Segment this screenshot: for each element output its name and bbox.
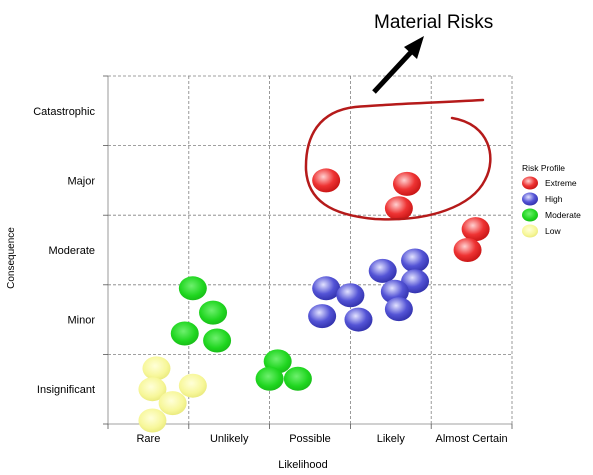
risk-point-moderate [199,300,228,325]
risk-point-low [178,373,207,398]
risk-point-high [344,307,373,332]
x-tick-label: Possible [289,433,331,445]
risk-point-high [308,304,337,329]
risk-point-high [312,276,341,301]
risk-point-extreme [384,196,413,221]
material-risks-outline [304,98,492,221]
legend-label-extreme: Extreme [545,178,577,188]
risk-point-moderate [203,328,232,353]
legend-label-low: Low [545,226,561,236]
legend-marker-moderate [522,208,538,222]
risk-point-extreme [453,238,482,262]
material-risks-arrow-head [404,36,424,59]
risk-point-high [336,283,365,308]
y-tick-label: Major [67,175,95,187]
risk-point-high [401,269,430,294]
legend: Risk Profile Extreme High Moderate Low [522,163,581,238]
legend-label-moderate: Moderate [545,210,581,220]
risk-point-low [138,377,167,402]
risk-point-high [384,297,413,322]
risk-point-high [368,258,397,283]
risk-point-extreme [461,217,490,242]
y-tick-label: Minor [67,315,95,327]
risk-point-extreme [312,168,341,193]
risk-point-low [142,356,171,381]
risk-point-low [158,391,187,416]
x-tick-label: Likely [377,433,406,445]
legend-title: Risk Profile [522,163,565,173]
risk-point-moderate [283,366,312,391]
x-tick-label: Rare [136,433,160,445]
risk-point-low [138,408,167,433]
y-tick-label: Moderate [49,245,95,257]
risk-point-moderate [170,321,199,346]
legend-marker-low [522,224,538,238]
risk-point-moderate [178,276,207,301]
data-points [138,168,490,433]
y-tick-label: Catastrophic [33,106,95,118]
tick-labels: Rare Unlikely Possible Likely Almost Certain… [33,106,507,445]
x-tick-label: Unlikely [210,433,249,445]
y-tick-label: Insignificant [37,384,95,396]
annotation-material-risks: Material Risks [374,12,493,33]
risk-point-high [401,248,430,273]
risk-point-moderate [255,366,284,391]
y-axis-label: Consequence [6,227,17,289]
x-tick-label: Almost Certain [436,433,508,445]
material-risks-arrow-shaft [372,48,415,94]
risk-point-extreme [392,171,421,196]
legend-label-high: High [545,194,563,204]
x-axis-label: Likelihood [278,459,328,471]
legend-marker-high [522,192,538,206]
legend-marker-extreme [522,176,538,190]
